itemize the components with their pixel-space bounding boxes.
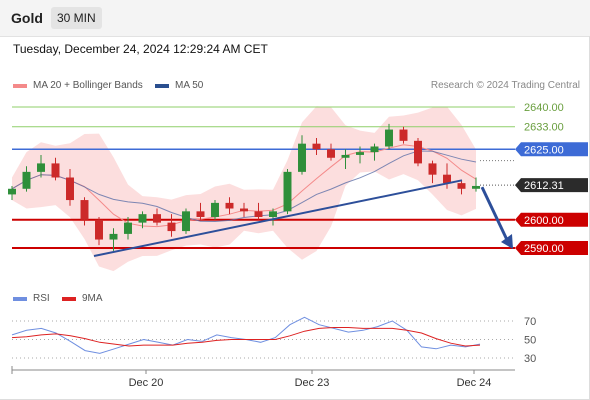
support-level-label-4: 2600.00	[524, 215, 564, 227]
candle-body	[428, 163, 437, 175]
candle-body	[37, 163, 45, 172]
candle-body	[138, 214, 147, 223]
x-axis-label-1: Dec 23	[295, 377, 330, 389]
candle-body	[153, 214, 161, 223]
candle-body	[8, 188, 16, 195]
rsi-tick-2: 30	[524, 353, 536, 365]
forecast-arrow-head	[501, 234, 513, 249]
pivot-label-tag	[515, 142, 588, 157]
x-axis-label-2: Dec 24	[457, 377, 492, 389]
target-level-label-1: 2633.00	[524, 122, 564, 134]
forecast-arrow-shaft	[480, 186, 510, 243]
candle-body	[211, 202, 219, 217]
ma50-legend-label: MA 50	[175, 80, 204, 91]
timestamp: Tuesday, December 24, 2024 12:29:24 AM C…	[13, 42, 268, 56]
candle-body	[66, 177, 74, 201]
candle-body	[327, 149, 335, 158]
candle-body	[22, 171, 31, 189]
candle-body	[414, 140, 422, 164]
rsi-legend-label: RSI	[33, 293, 50, 304]
candle-body	[51, 163, 60, 178]
rsi-tick-1: 50	[524, 335, 536, 347]
candle-body	[356, 152, 364, 155]
candle-body	[443, 174, 451, 184]
rsi-legend-swatch	[13, 297, 27, 301]
candle-body	[283, 171, 292, 212]
candle-body	[196, 211, 205, 217]
candle-body	[385, 129, 393, 147]
candle-body	[370, 146, 379, 153]
candle-body	[298, 143, 306, 172]
support-level-label-5: 2590.00	[524, 243, 564, 255]
rsi-tick-0: 70	[524, 316, 536, 328]
support-label-tag-4	[515, 212, 588, 227]
pivot-level-label: 2625.00	[524, 144, 564, 156]
candle-body	[399, 129, 408, 141]
candle-body	[341, 154, 350, 158]
candle-body	[312, 143, 321, 150]
timeframe-badge[interactable]: 30 MIN	[51, 7, 102, 29]
candle-body	[109, 233, 118, 240]
candle-body	[182, 211, 190, 232]
candle-body	[80, 200, 89, 220]
candle-body	[124, 222, 132, 234]
ma20-legend-swatch	[13, 84, 27, 88]
candle-body	[472, 185, 480, 189]
asset-title: Gold	[11, 10, 43, 26]
ma50-line	[11, 150, 477, 223]
ma20-legend-label: MA 20 + Bollinger Bands	[33, 80, 143, 91]
ma9-legend-swatch	[62, 297, 76, 301]
candle-body	[240, 208, 248, 212]
ma9-legend-label: 9MA	[82, 293, 103, 304]
candle-body	[95, 219, 103, 240]
last-price-tag	[515, 178, 588, 193]
target-level-label-0: 2640.00	[524, 102, 564, 114]
last-price-label: 2612.31	[524, 180, 564, 192]
chart-header: Gold 30 MIN	[0, 0, 590, 37]
candle-body	[457, 183, 466, 189]
candle-body	[269, 211, 277, 217]
candle-body	[225, 202, 234, 209]
rsi-line	[11, 316, 481, 354]
candle-body	[254, 211, 263, 217]
credit-label: Research © 2024 Trading Central	[430, 80, 580, 91]
candle-body	[167, 222, 176, 232]
ma50-legend-swatch	[155, 84, 169, 88]
support-trendline	[93, 179, 463, 257]
rsi-ma9-line	[11, 327, 481, 347]
support-label-tag-5	[515, 241, 588, 255]
x-axis-label-0: Dec 20	[129, 377, 164, 389]
